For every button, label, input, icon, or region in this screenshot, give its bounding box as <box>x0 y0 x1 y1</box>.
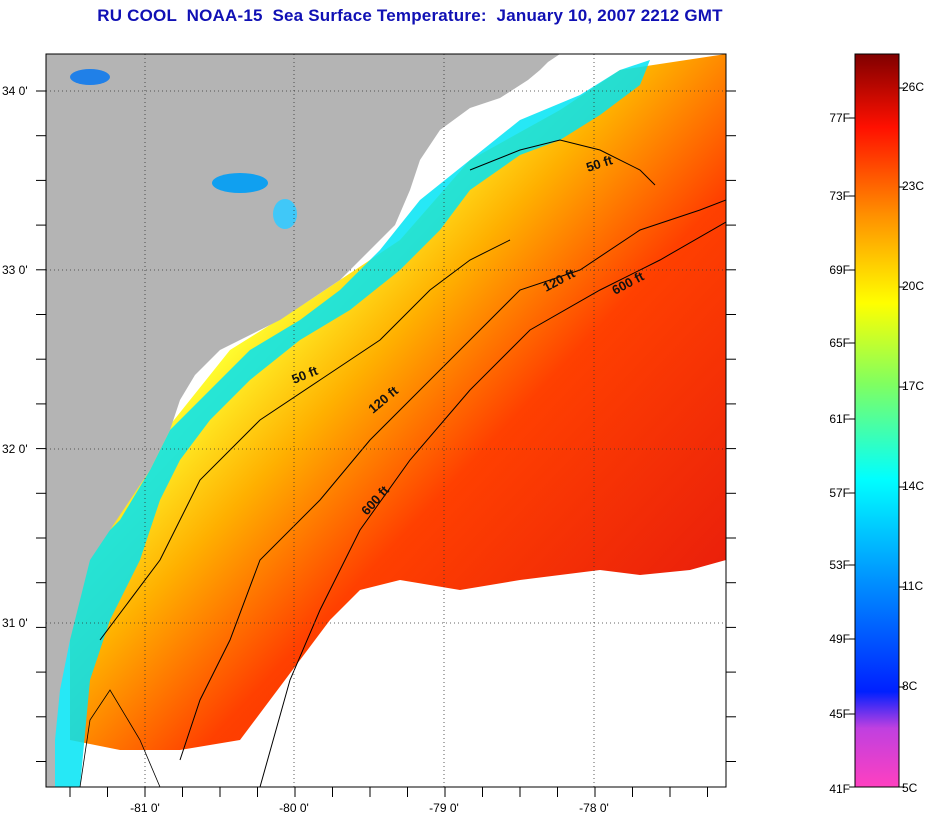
contour-line-50ft <box>469 139 656 186</box>
latitude-label: 32 0' <box>2 442 28 456</box>
map-area <box>46 54 726 787</box>
latitude-label: 33 0' <box>2 263 28 277</box>
color-scale-bar <box>854 53 900 788</box>
fahrenheit-label: 53F <box>829 558 850 572</box>
contour-line-50ft <box>99 239 511 641</box>
longitude-label: -80 0' <box>279 801 309 815</box>
celsius-label: 11C <box>902 579 923 593</box>
celsius-label: 17C <box>902 379 924 393</box>
land <box>46 54 560 787</box>
fahrenheit-label: 61F <box>829 412 850 426</box>
map-frame <box>45 53 727 788</box>
celsius-label: 20C <box>902 279 924 293</box>
map-title: RU COOL NOAA-15 Sea Surface Temperature:… <box>97 6 723 25</box>
celsius-label: 26C <box>902 80 924 94</box>
latitude-label: 34 0' <box>2 84 28 98</box>
contour-line-120ft <box>179 199 726 761</box>
sea-surface-temperature-field <box>70 54 726 750</box>
inland-lake <box>273 199 297 229</box>
inland-lake <box>212 173 268 193</box>
fahrenheit-label: 69F <box>829 263 850 277</box>
latitude-label: 31 0' <box>2 616 28 630</box>
fahrenheit-label: 45F <box>829 707 850 721</box>
celsius-label: 14C <box>902 479 924 493</box>
fahrenheit-label: 65F <box>829 336 850 350</box>
graticule <box>46 54 726 787</box>
contour-line-600ft <box>259 221 726 787</box>
longitude-label: -79 0' <box>429 801 459 815</box>
coastline <box>79 689 161 787</box>
celsius-label: 8C <box>902 679 918 693</box>
fahrenheit-label: 41F <box>829 782 850 796</box>
celsius-label: 23C <box>902 179 924 193</box>
fahrenheit-label: 73F <box>829 189 850 203</box>
axis-ticks <box>36 90 736 797</box>
color-scale-ticks <box>849 87 905 788</box>
fahrenheit-label: 57F <box>829 486 850 500</box>
longitude-label: -78 0' <box>579 801 609 815</box>
fahrenheit-label: 49F <box>829 632 850 646</box>
longitude-label: -81 0' <box>130 801 160 815</box>
inland-lake <box>70 69 110 85</box>
fahrenheit-label: 77F <box>829 111 850 125</box>
celsius-label: 5C <box>902 781 918 795</box>
